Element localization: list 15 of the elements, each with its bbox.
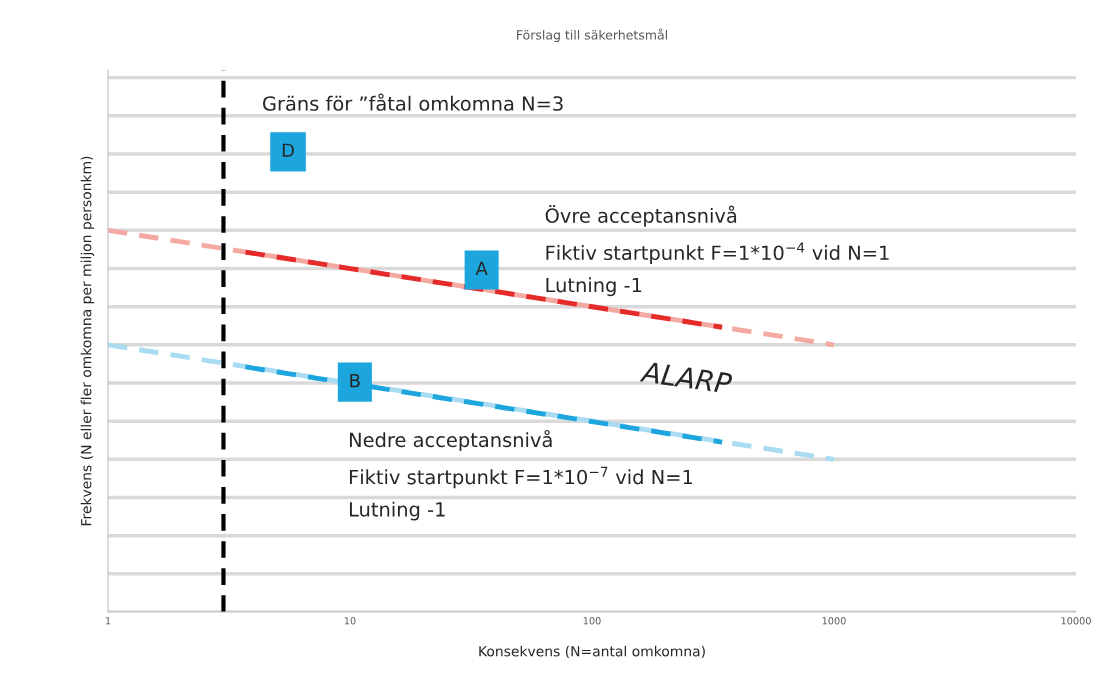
annotation: ALARP (639, 361, 733, 394)
annotation: A (475, 261, 488, 275)
x-tick-label: 100 (583, 617, 601, 625)
x-tick-label: 1000 (822, 617, 846, 625)
text: Övre acceptansnivå Fiktiv startpunkt F=1*10$^{−4}$ vid N=1 Lutning -1 (545, 204, 889, 297)
x-tick-label: 10000 (1061, 617, 1091, 625)
text: Nedre acceptansnivå Fiktiv startpunkt F=1*10$^{−7}$ vid N=1 Lutning -1 (349, 429, 693, 521)
ref-line-label: Gräns för ”fåtal omkomna N=3 (263, 93, 563, 111)
annotation: B (350, 374, 360, 388)
text: D (282, 143, 294, 157)
x-tick-label: 10 (344, 617, 356, 625)
x-tick-label: 1 (105, 617, 111, 625)
y-axis-title: Frekvens (N eller fler omkomna per miljon personkm) (80, 156, 95, 526)
x-axis-title: Konsekvens (N=antal omkomna) (479, 645, 705, 659)
chart-title: Förslag till säkerhetsmål (517, 28, 667, 43)
